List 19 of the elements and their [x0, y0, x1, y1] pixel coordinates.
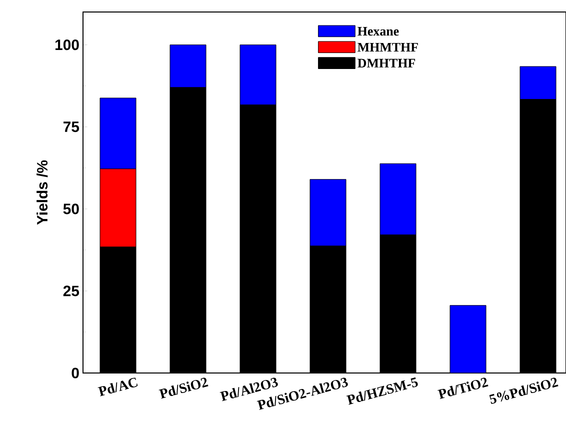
bar	[100, 98, 136, 170]
y-axis-title: Yields /%	[36, 160, 48, 225]
legend-label: DMHTHF	[358, 58, 416, 68]
x-tick-label: Pd/SiO2	[158, 378, 208, 399]
x-tick-label: Pd/AC	[98, 378, 138, 396]
bar	[170, 44, 206, 88]
bar	[310, 179, 346, 246]
bar	[520, 66, 556, 100]
x-tick-label: Pd/TiO2	[438, 378, 488, 400]
y-tick-label: 0	[72, 368, 79, 378]
bar	[240, 44, 276, 106]
y-tick-label: 75	[64, 122, 80, 132]
y-tick-label: 50	[63, 204, 79, 214]
bar	[450, 305, 486, 373]
legend-label: MHMTHF	[358, 42, 418, 52]
y-tick-label: 25	[63, 286, 80, 296]
legend-label: Hexane	[358, 27, 399, 36]
y-tick-label: 100	[55, 40, 79, 50]
bar	[380, 163, 416, 236]
